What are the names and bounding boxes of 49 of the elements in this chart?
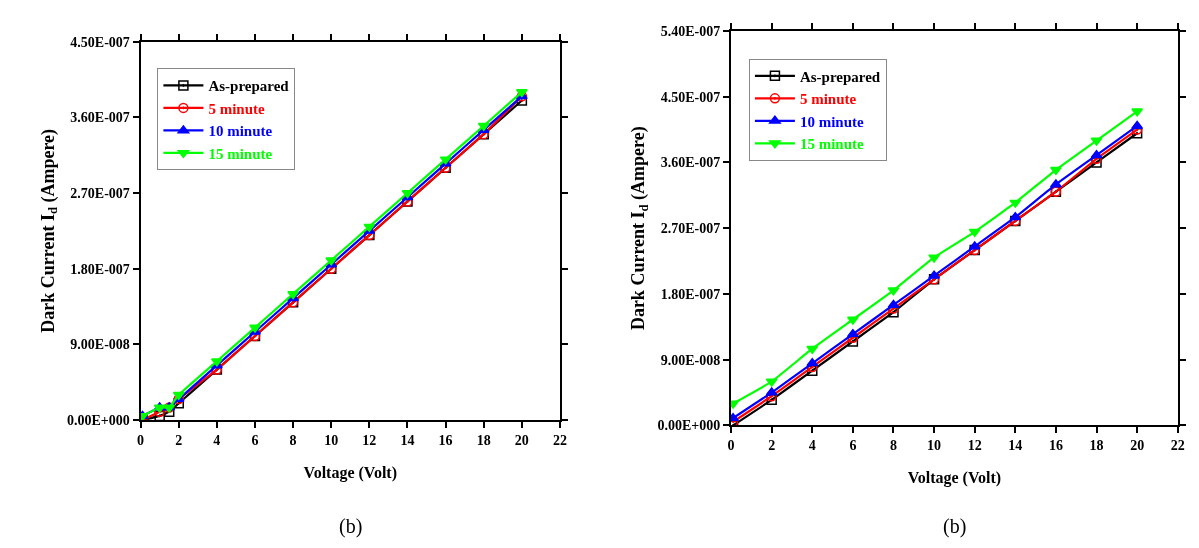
x-axis-title: Voltage (Volt) [303, 464, 398, 483]
x-tick-label: 8 [889, 438, 897, 454]
x-tick-label: 14 [400, 432, 415, 448]
x-tick-label: 2 [175, 432, 183, 448]
y-tick-label: 2.70E-007 [660, 221, 721, 237]
y-tick-label: 2.70E-007 [70, 185, 130, 201]
x-tick-label: 10 [324, 432, 339, 448]
x-tick-label: 16 [1048, 438, 1063, 454]
y-tick-label: 5.40E-007 [660, 23, 721, 39]
y-tick-label: 4.50E-007 [70, 34, 130, 50]
y-tick-label: 9.00E-008 [660, 352, 721, 368]
y-tick-label: 4.50E-007 [660, 89, 721, 105]
x-tick-label: 12 [362, 432, 377, 448]
legend-label: 15 minute [208, 145, 273, 162]
x-tick-label: 16 [438, 432, 453, 448]
y-tick-label: 9.00E-008 [70, 337, 130, 353]
x-tick-label: 8 [289, 432, 297, 448]
x-tick-label: 4 [808, 438, 816, 454]
x-tick-label: 6 [849, 438, 857, 454]
legend-label: 5 minute [799, 91, 857, 108]
y-tick-label: 0.00E+000 [657, 418, 721, 434]
x-tick-label: 0 [137, 432, 145, 448]
x-tick-label: 2 [768, 438, 776, 454]
legend-label: As-prepared [208, 78, 290, 95]
text: (b) [339, 515, 363, 538]
y-tick-label: 3.60E-007 [70, 110, 130, 126]
y-tick-label: 0.00E+000 [66, 412, 130, 428]
x-tick-label: 10 [927, 438, 942, 454]
x-tick-label: 18 [476, 432, 491, 448]
x-axis-title: Voltage (Volt) [907, 469, 1002, 488]
y-tick-label: 1.80E-007 [70, 261, 130, 277]
x-tick-label: 18 [1089, 438, 1104, 454]
x-tick-label: 20 [514, 432, 529, 448]
legend-label: 10 minute [208, 123, 273, 140]
x-tick-label: 22 [552, 432, 567, 448]
x-tick-label: 20 [1130, 438, 1145, 454]
y-tick-label: 1.80E-007 [660, 286, 721, 302]
x-tick-label: 22 [1170, 438, 1185, 454]
x-tick-label: 14 [1008, 438, 1023, 454]
y-tick-label: 3.60E-007 [660, 155, 721, 171]
legend-label: As-prepared [799, 68, 881, 85]
x-tick-label: 6 [251, 432, 259, 448]
legend-label: 5 minute [208, 100, 265, 117]
x-tick-label: 12 [967, 438, 982, 454]
x-tick-label: 4 [213, 432, 221, 448]
text: (b) [943, 515, 967, 538]
legend-label: 10 minute [799, 113, 865, 130]
x-tick-label: 0 [727, 438, 735, 454]
legend-label: 15 minute [799, 136, 865, 153]
